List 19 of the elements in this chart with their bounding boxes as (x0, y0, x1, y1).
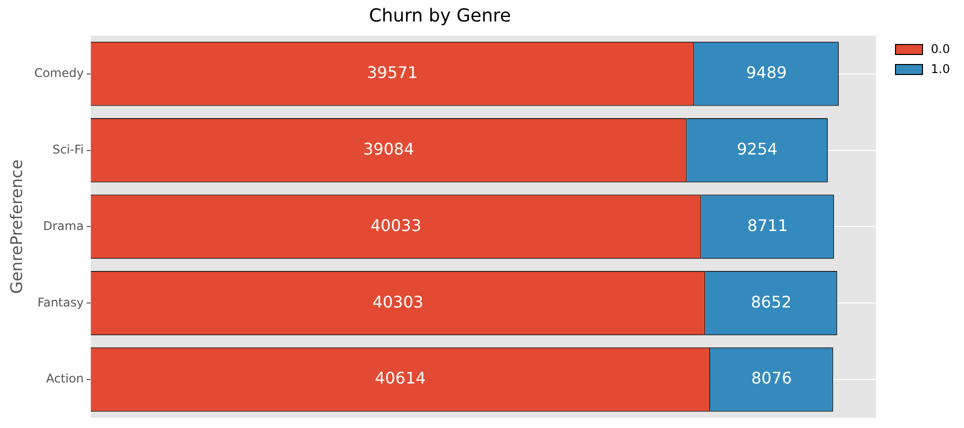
y-tick-label: Sci-Fi (52, 142, 84, 156)
data-label: 40614 (374, 368, 426, 388)
data-label: 39571 (366, 62, 418, 82)
y-tick-label: Comedy (34, 66, 84, 80)
y-tick-label: Action (46, 372, 84, 386)
legend-label: 1.0 (930, 62, 950, 76)
text: 0.0 (930, 42, 950, 56)
chart-title: Churn by Genre (369, 5, 511, 26)
data-label: 9489 (746, 62, 787, 82)
data-label: 8076 (751, 368, 792, 388)
y-tick-label: Drama (43, 218, 84, 233)
y-tick-label: Fantasy (38, 295, 84, 310)
data-label: 8652 (750, 292, 792, 312)
data-label: 8711 (747, 216, 788, 235)
data-label: 9254 (736, 139, 778, 158)
data-label: 40033 (370, 216, 422, 235)
y-axis-title: GenrePreference (6, 160, 26, 294)
data-label: 39084 (363, 139, 414, 158)
data-label: 40303 (372, 292, 424, 312)
